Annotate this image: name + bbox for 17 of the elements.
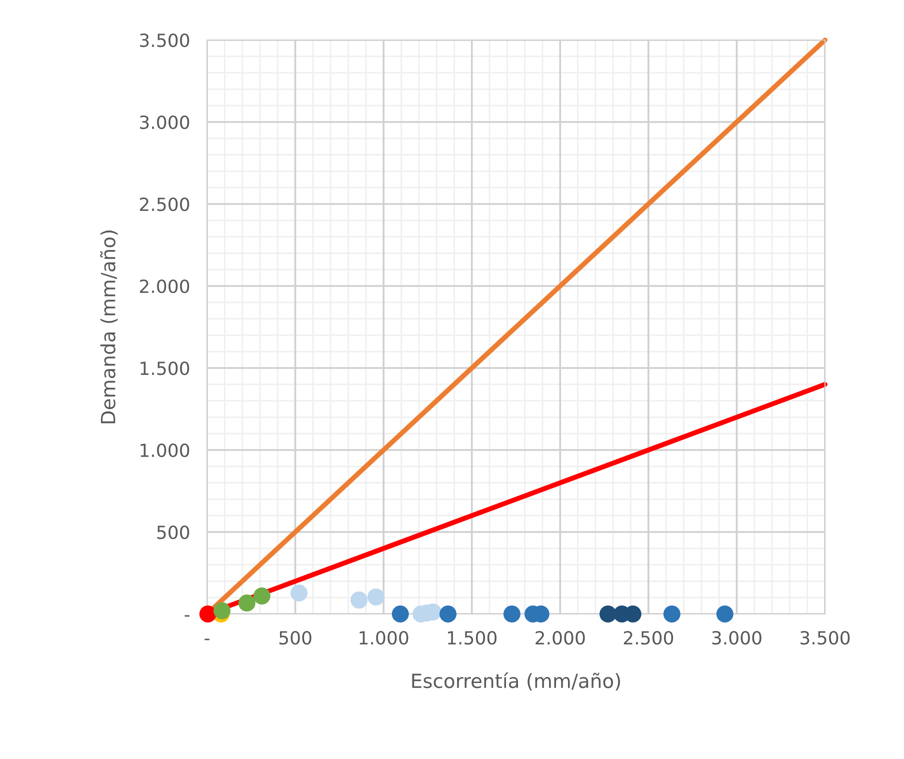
- x-tick-label: 3.000: [712, 630, 762, 645]
- y-tick-label: 1.000: [140, 443, 190, 458]
- y-axis-title: Demanda (mm/año): [100, 230, 118, 424]
- x-tick-label: 3.500: [800, 630, 850, 645]
- y-tick-label: 2.000: [140, 279, 190, 294]
- x-axis-title: Escorrentía (mm/año): [412, 672, 620, 690]
- x-tick-label: 2.500: [624, 630, 674, 645]
- x-tick-label: 1.000: [360, 630, 408, 645]
- x-tick-label: 500: [279, 630, 312, 645]
- y-tick-label: 1.500: [140, 361, 190, 376]
- y-tick-label: 2.500: [140, 197, 190, 212]
- x-tick-label: 1.500: [448, 630, 497, 645]
- y-tick-label: 500: [157, 525, 190, 540]
- y-tick-label: 3.500: [140, 33, 190, 48]
- x-tick-label: 2.000: [536, 630, 585, 645]
- y-tick-label: -: [184, 615, 190, 617]
- y-tick-label: 3.000: [140, 115, 190, 130]
